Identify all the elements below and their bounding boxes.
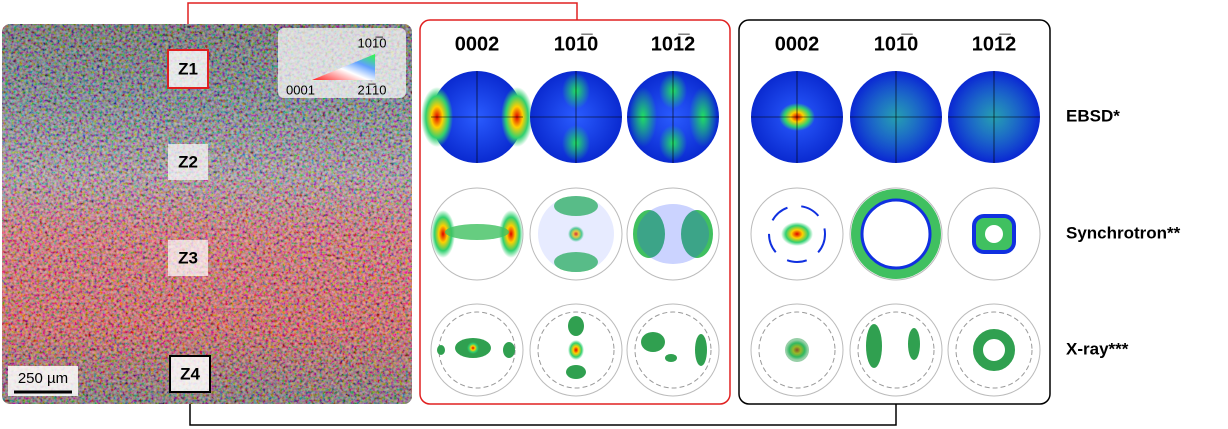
intensity-blob	[445, 224, 509, 240]
synchrotron-pole-figure	[849, 187, 943, 281]
pole-inner-circle	[634, 311, 712, 389]
pole-figures	[421, 71, 1041, 397]
pole-inner-circle	[758, 311, 836, 389]
intensity-blob	[695, 334, 707, 366]
zone-box	[167, 49, 209, 89]
column-header: 0002	[775, 33, 820, 55]
intensity-blob	[681, 210, 713, 258]
synchrotron-pole-figure	[947, 187, 1041, 281]
zone-label: Z3	[178, 248, 198, 267]
pole-inner-circle	[857, 311, 935, 389]
legend-label: 0001	[286, 82, 315, 97]
intensity-blob	[503, 342, 515, 358]
ebsd-pole-figure	[627, 71, 719, 163]
intensity-blob	[785, 338, 809, 362]
synchrotron-pole-figure	[750, 187, 844, 281]
column-header: 101̅2	[651, 33, 696, 55]
ebsd-pole-figure	[421, 71, 533, 163]
pole-circle	[849, 303, 943, 397]
intensity-blob	[431, 210, 455, 258]
column-header: 101̅0	[874, 33, 919, 55]
intensity-ring	[860, 198, 932, 270]
intensity-blob	[866, 324, 882, 368]
pole-inner-circle	[537, 311, 615, 389]
ebsd-pole-figure	[948, 71, 1040, 163]
intensity-blob	[554, 252, 598, 272]
intensity-blob	[633, 210, 665, 258]
intensity-blob	[467, 342, 479, 354]
pole-inner-circle	[955, 311, 1033, 389]
xray-pole-figure	[750, 303, 844, 397]
ebsd-pole-figure	[530, 71, 622, 163]
intensity-blob	[637, 204, 709, 264]
intensity-blob	[568, 340, 584, 360]
zone-label: Z1	[178, 59, 198, 78]
intensity-blob	[554, 196, 598, 216]
row-label: X-ray***	[1066, 339, 1129, 358]
pole-circle	[947, 303, 1041, 397]
zone-label: Z4	[180, 364, 200, 383]
xray-pole-figure	[849, 303, 943, 397]
xray-pole-figure	[529, 303, 623, 397]
legend-box	[278, 28, 406, 98]
intensity-ring	[768, 205, 826, 263]
intensity-blob	[781, 222, 813, 246]
intensity-blob	[538, 196, 614, 272]
intensity-blob	[566, 365, 586, 379]
synchrotron-pole-figure	[626, 187, 720, 281]
intensity-blob	[499, 210, 523, 258]
zone-box	[168, 240, 208, 276]
ebsd-pole-figure	[751, 71, 843, 163]
intensity-blob	[641, 332, 665, 352]
column-header: 101̅2	[972, 33, 1017, 55]
legend-label: 21̅10	[358, 82, 387, 97]
zone-box	[168, 144, 208, 180]
intensity-blob	[437, 345, 445, 355]
pole-circle	[626, 303, 720, 397]
legend-label: 101̅0	[358, 35, 387, 50]
intensity-blob	[568, 316, 584, 336]
column-header: 0002	[455, 33, 500, 55]
xray-pole-figure	[430, 303, 524, 397]
panel-frame	[738, 19, 1051, 405]
zone-box	[169, 355, 211, 393]
ebsd-pole-figure	[850, 71, 942, 163]
scale-bar-label: 250 µm	[18, 370, 68, 387]
column-header: 101̅0	[554, 33, 599, 55]
row-label: EBSD*	[1066, 106, 1120, 125]
panel-frame	[419, 19, 731, 405]
xray-pole-figure	[947, 303, 1041, 397]
synchrotron-pole-figure	[430, 187, 524, 281]
intensity-blob	[568, 226, 584, 242]
synchrotron-pole-figure	[529, 187, 623, 281]
ipf-triangle	[312, 54, 375, 80]
intensity-ring	[973, 329, 1015, 371]
xray-pole-figure	[626, 303, 720, 397]
row-label: Synchrotron**	[1066, 223, 1181, 242]
intensity-ring	[985, 225, 1003, 243]
intensity-blob	[665, 354, 677, 362]
intensity-blob	[908, 328, 920, 360]
zone-label: Z2	[178, 152, 198, 171]
